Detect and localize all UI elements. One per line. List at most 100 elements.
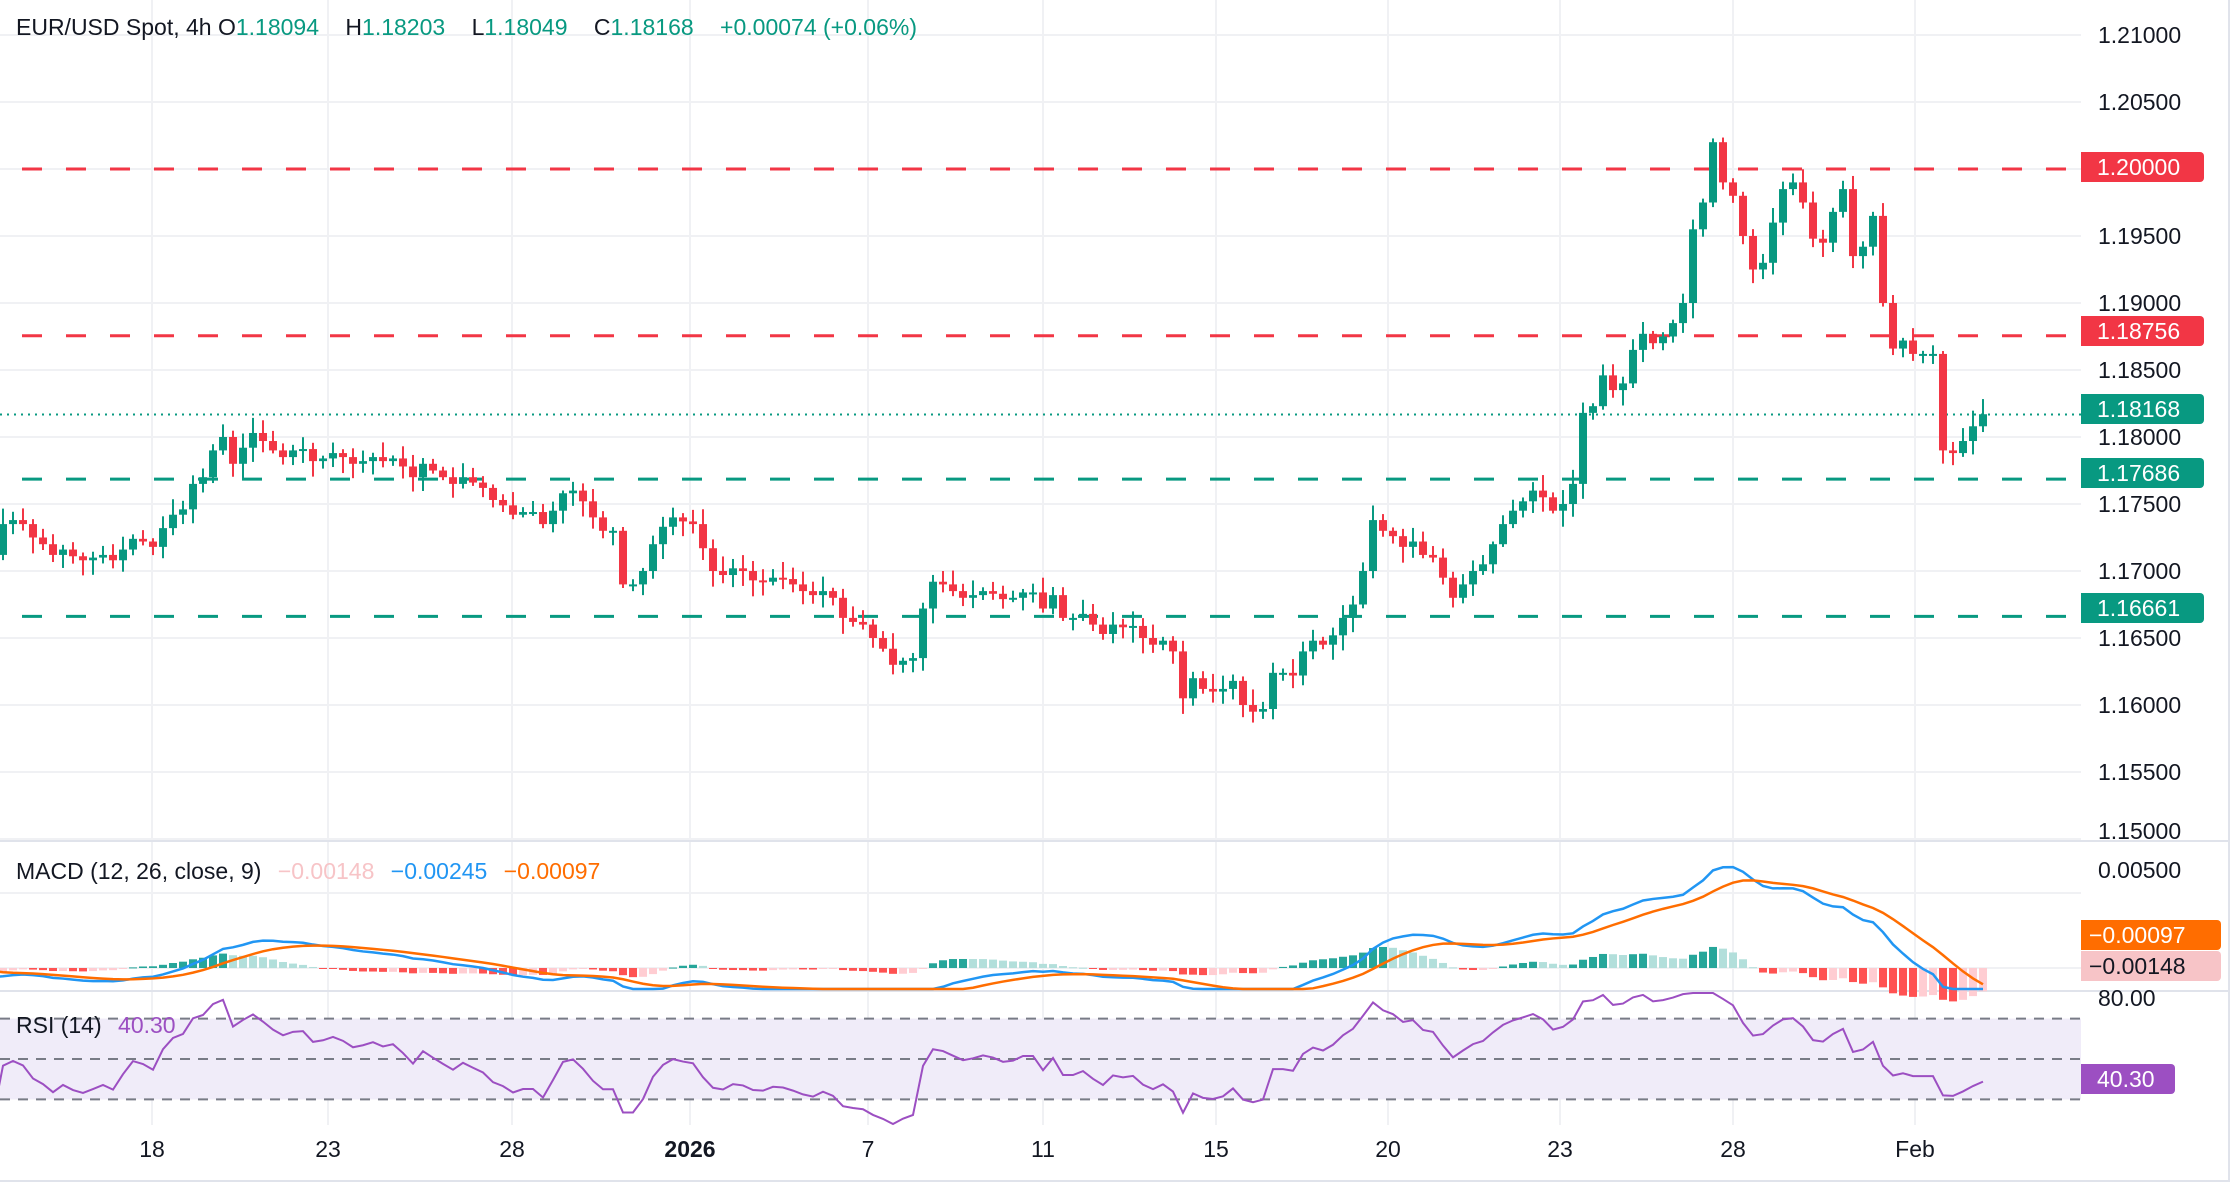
macd-histogram-bar bbox=[1189, 968, 1197, 975]
macd-histogram-bar bbox=[419, 968, 427, 973]
candle-down bbox=[479, 482, 487, 488]
candle-up bbox=[1769, 222, 1777, 263]
macd-histogram-bar bbox=[1309, 960, 1317, 968]
macd-histogram-bar bbox=[169, 963, 177, 968]
candle-up bbox=[1579, 412, 1587, 484]
macd-histogram-bar bbox=[859, 968, 867, 972]
macd-histogram-bar bbox=[1009, 961, 1017, 968]
macd-histogram-bar bbox=[239, 955, 247, 968]
macd-histogram-bar bbox=[539, 968, 547, 975]
macd-histogram-bar bbox=[1109, 968, 1117, 970]
resistance-tag-1: 1.20000 bbox=[2081, 152, 2204, 182]
price-tick: 1.15500 bbox=[2098, 759, 2182, 785]
macd-histogram-bar bbox=[1369, 948, 1377, 968]
macd-histogram-bar bbox=[1839, 968, 1847, 979]
macd-histogram-bar bbox=[459, 968, 467, 974]
candle-down bbox=[1059, 595, 1067, 618]
candle-down bbox=[839, 597, 847, 618]
macd-histogram-bar bbox=[1359, 952, 1367, 968]
macd-histogram-bar bbox=[1219, 968, 1227, 975]
candle-down bbox=[829, 591, 837, 598]
rsi-value: 40.30 bbox=[118, 1012, 176, 1038]
macd-histogram-bar bbox=[1729, 952, 1737, 968]
candle-down bbox=[1939, 353, 1947, 451]
macd-histogram-bar bbox=[739, 968, 747, 971]
candle-up bbox=[359, 461, 367, 464]
candle-up bbox=[1219, 688, 1227, 692]
macd-histogram-bar bbox=[369, 968, 377, 972]
candle-up bbox=[1929, 353, 1937, 356]
candle-up bbox=[219, 437, 227, 451]
candle-up bbox=[819, 591, 827, 596]
macd-histogram-bar bbox=[959, 958, 967, 968]
candle-up bbox=[1159, 640, 1167, 645]
candle-down bbox=[109, 554, 117, 561]
candle-down bbox=[269, 441, 277, 451]
resistance-tag-2: 1.18756 bbox=[2081, 316, 2204, 346]
candle-up bbox=[1079, 613, 1087, 618]
high-key: H bbox=[345, 14, 363, 40]
macd-histogram-bar bbox=[1119, 968, 1127, 970]
candle-down bbox=[1209, 688, 1217, 692]
candle-up bbox=[1759, 262, 1767, 270]
macd-histogram-bar bbox=[979, 959, 987, 968]
candle-up bbox=[1489, 544, 1497, 565]
macd-histogram-bar bbox=[569, 968, 577, 970]
candle-up bbox=[649, 544, 657, 571]
support-tag-2: 1.16661 bbox=[2081, 593, 2204, 623]
macd-histogram-bar bbox=[1659, 957, 1667, 968]
candle-down bbox=[1429, 554, 1437, 558]
macd-histogram-bar bbox=[719, 968, 727, 970]
macd-histogram-bar bbox=[1809, 968, 1817, 978]
macd-histogram-bar bbox=[1799, 968, 1807, 974]
candle-up bbox=[1019, 592, 1027, 598]
price-tick: 1.20500 bbox=[2098, 89, 2182, 115]
candle-down bbox=[1719, 142, 1727, 183]
macd-histogram-bar bbox=[1859, 968, 1867, 984]
macd-histogram-bar bbox=[89, 968, 97, 972]
macd-histogram-bar bbox=[1409, 952, 1417, 968]
candle-down bbox=[1239, 680, 1247, 705]
close-value: 1.18168 bbox=[610, 14, 694, 40]
symbol-title[interactable]: EUR/USD Spot, 4h bbox=[16, 14, 212, 40]
rsi-title[interactable]: RSI (14) bbox=[16, 1012, 102, 1038]
candle-down bbox=[1179, 651, 1187, 699]
macd-histogram-bar bbox=[509, 968, 517, 976]
candle-down bbox=[809, 591, 817, 596]
candle-down bbox=[399, 458, 407, 467]
macd-signal-tag: −0.00097 bbox=[2081, 920, 2221, 950]
candle-down bbox=[1389, 530, 1397, 537]
macd-title[interactable]: MACD (12, 26, close, 9) bbox=[16, 858, 262, 884]
candle-down bbox=[1039, 592, 1047, 609]
macd-histogram-bar bbox=[1579, 959, 1587, 968]
macd-histogram-bar bbox=[139, 966, 147, 968]
candle-down bbox=[1729, 182, 1737, 196]
candle-down bbox=[579, 490, 587, 502]
candle-up bbox=[129, 538, 137, 550]
high-value: 1.18203 bbox=[362, 14, 446, 40]
macd-histogram-bar bbox=[1709, 946, 1717, 968]
candle-up bbox=[1679, 303, 1687, 324]
price-tick: 1.15000 bbox=[2098, 818, 2182, 844]
macd-histogram-bar bbox=[1719, 948, 1727, 968]
date-tick: 15 bbox=[1203, 1136, 1229, 1162]
macd-histogram-bar bbox=[9, 968, 17, 971]
candle-up bbox=[1009, 597, 1017, 600]
candle-up bbox=[199, 477, 207, 484]
macd-histogram-bar bbox=[1779, 968, 1787, 973]
macd-histogram-bar bbox=[1499, 966, 1507, 968]
macd-histogram-bar bbox=[1919, 968, 1927, 997]
macd-histogram-bar bbox=[179, 961, 187, 968]
candle-down bbox=[779, 577, 787, 580]
candle-up bbox=[1639, 333, 1647, 350]
candle-up bbox=[169, 514, 177, 529]
candle-up bbox=[1659, 336, 1667, 344]
candle-down bbox=[789, 579, 797, 585]
low-key: L bbox=[471, 14, 485, 40]
candle-up bbox=[899, 660, 907, 665]
macd-histogram-bar bbox=[1519, 962, 1527, 968]
macd-histogram-bar bbox=[1429, 958, 1437, 968]
candle-up bbox=[249, 432, 257, 448]
